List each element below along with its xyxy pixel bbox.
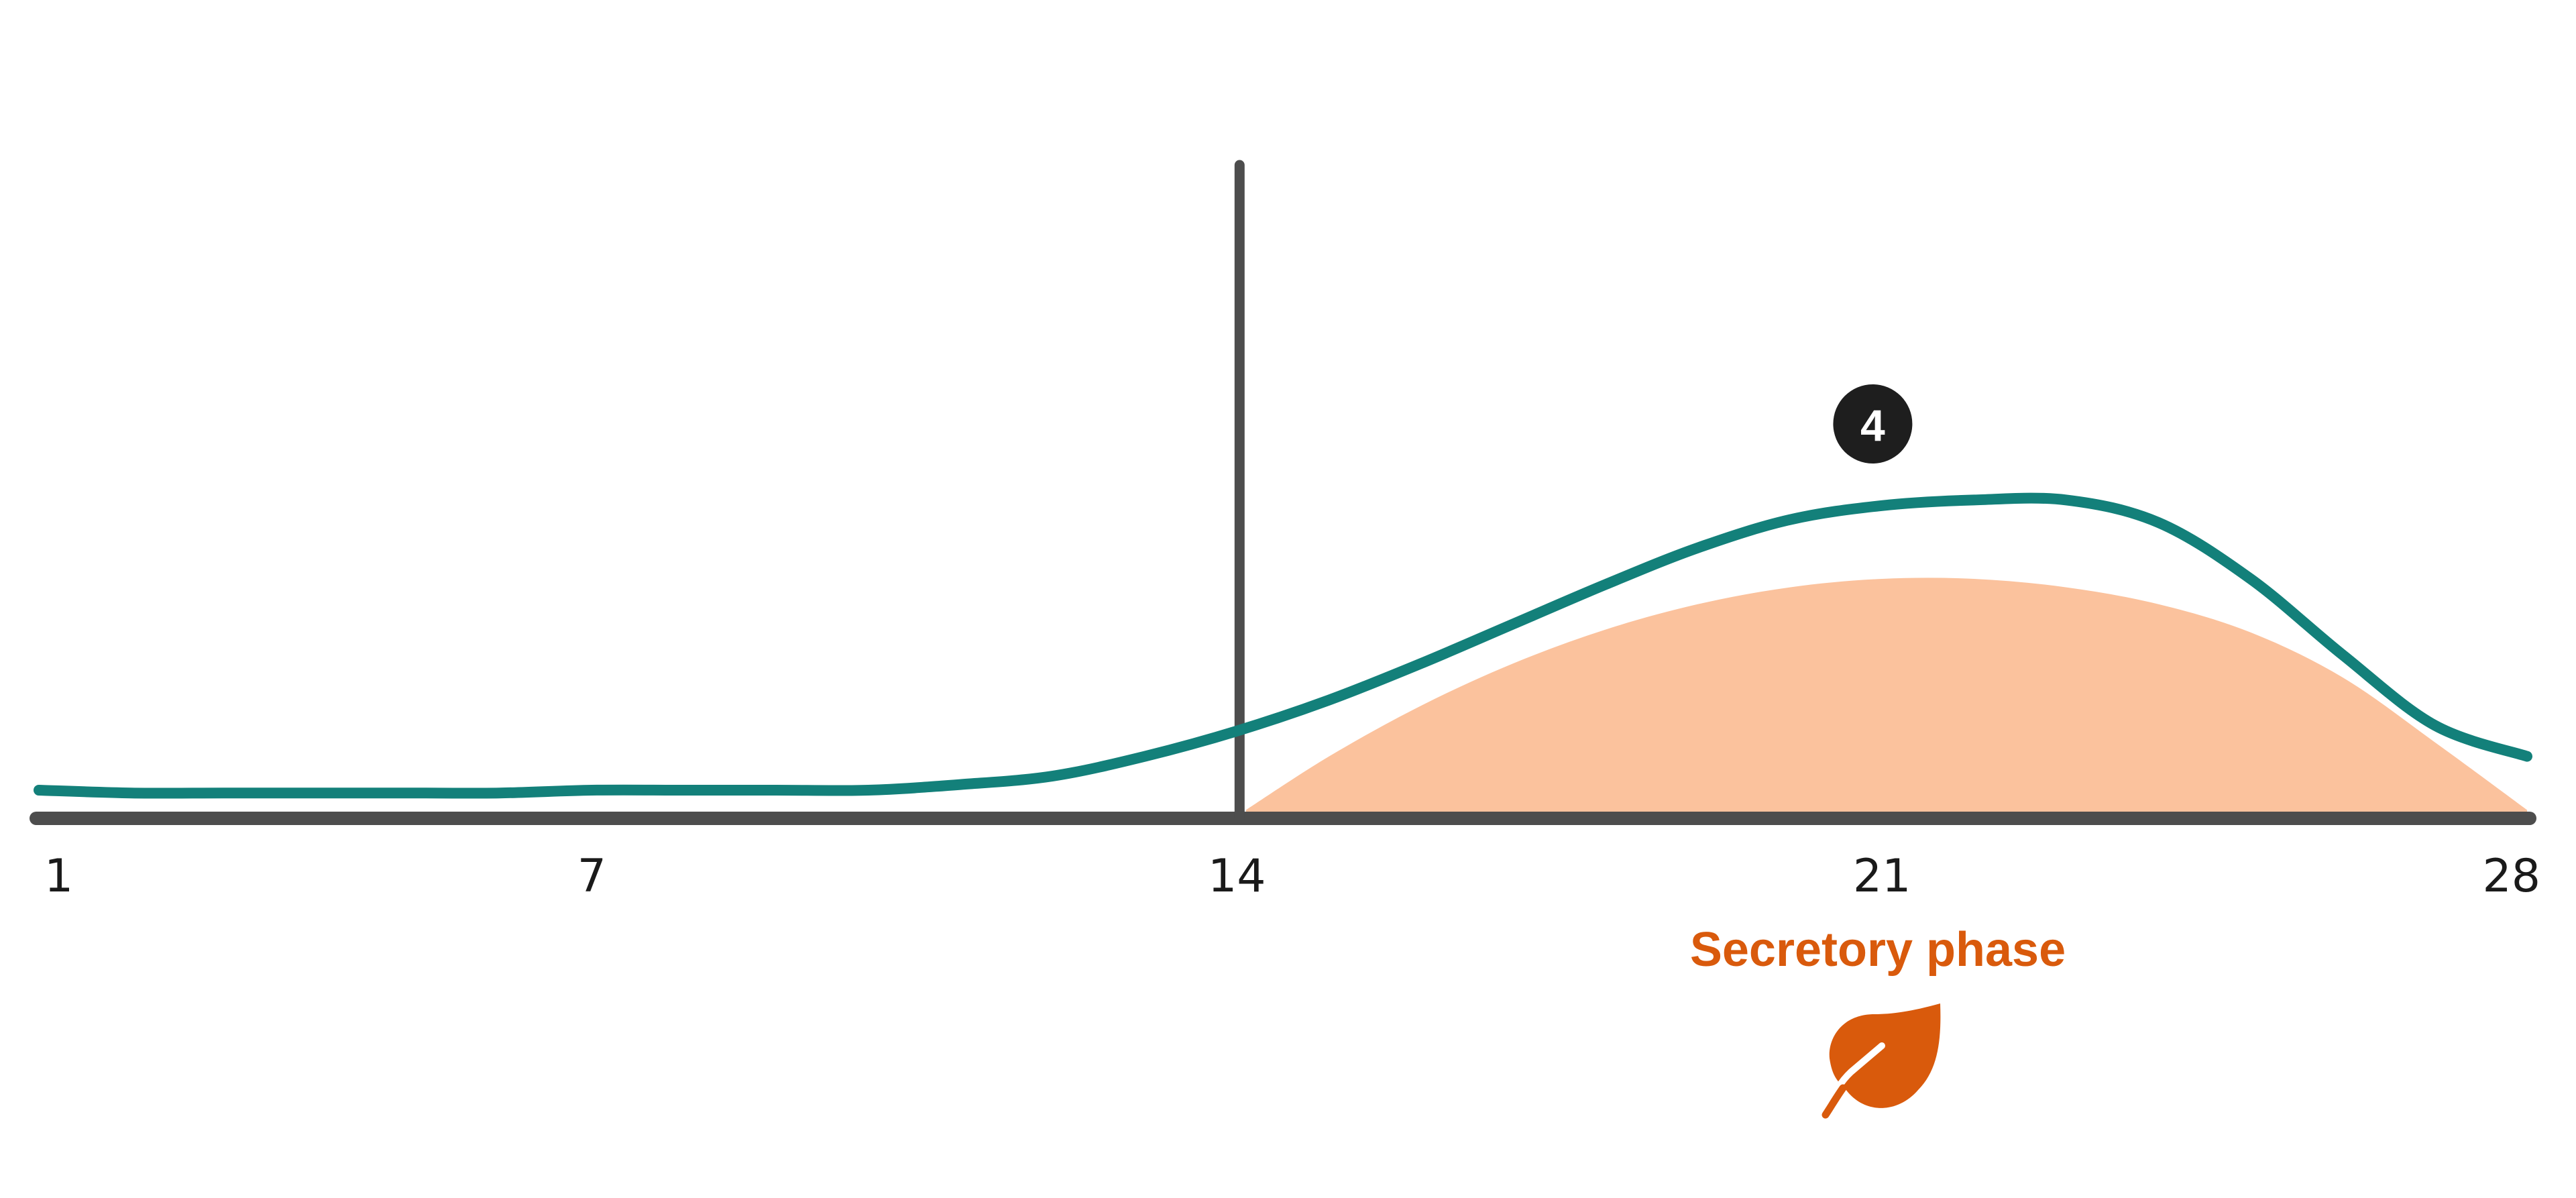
leaf-icon [1822,1003,1941,1119]
phase-label: Secretory phase [1690,923,2066,977]
x-tick-label: 1 [44,850,73,903]
x-tick-label: 21 [1853,850,1911,903]
marker-label: 4 [1860,400,1885,450]
x-tick-label: 7 [577,850,606,903]
leaf-body [1829,1003,1941,1108]
secretory-phase-area [1246,578,2527,818]
annotation-marker: 4 [1833,384,1913,464]
x-tick-label: 28 [2482,850,2540,903]
leaf-stem [1822,1084,1847,1119]
x-tick-label: 14 [1208,850,1266,903]
marker-circle [1833,384,1913,464]
series-line [34,492,2532,799]
x-tick-labels: 1 7 14 21 28 [44,850,2540,903]
